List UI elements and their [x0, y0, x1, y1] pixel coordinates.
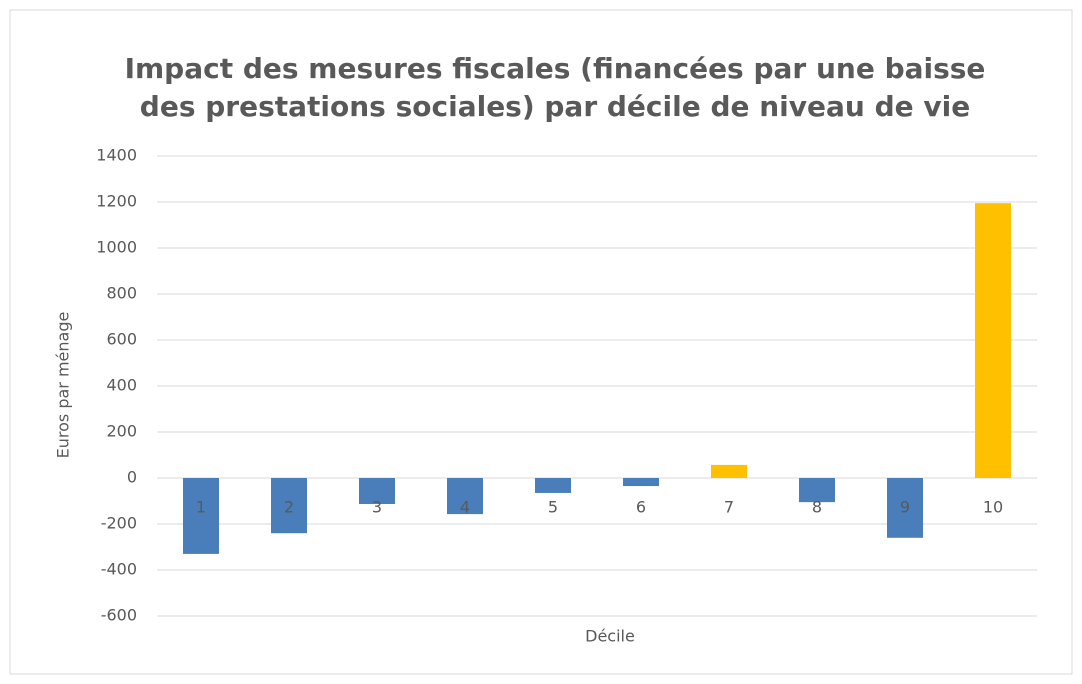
- x-tick-label: 6: [636, 498, 646, 517]
- bar: [359, 478, 395, 504]
- chart-title: des prestations sociales) par décile de …: [140, 90, 970, 123]
- bar: [447, 478, 483, 515]
- y-tick-label: 1400: [96, 146, 137, 165]
- x-tick-label: 8: [812, 498, 822, 517]
- bar: [271, 478, 307, 534]
- y-tick-label: -200: [101, 514, 137, 533]
- y-axis-label: Euros par ménage: [54, 312, 73, 459]
- bar: [975, 203, 1011, 478]
- y-tick-label: 200: [106, 422, 137, 441]
- y-tick-label: 1000: [96, 238, 137, 257]
- bar: [183, 478, 219, 554]
- bar: [799, 478, 835, 503]
- x-tick-label: 4: [460, 498, 470, 517]
- y-tick-label: 400: [106, 376, 137, 395]
- y-tick-label: -600: [101, 606, 137, 625]
- bar: [535, 478, 571, 493]
- chart-title: Impact des mesures fiscales (financées p…: [125, 52, 986, 85]
- x-tick-label: 10: [983, 498, 1003, 517]
- bar: [623, 478, 659, 487]
- y-tick-label: -400: [101, 560, 137, 579]
- x-tick-label: 1: [196, 498, 206, 517]
- x-tick-label: 3: [372, 498, 382, 517]
- x-tick-label: 9: [900, 498, 910, 517]
- y-tick-label: 0: [127, 468, 137, 487]
- x-tick-label: 7: [724, 498, 734, 517]
- x-axis-label: Décile: [585, 627, 635, 646]
- y-tick-label: 1200: [96, 192, 137, 211]
- bar: [887, 478, 923, 538]
- y-tick-label: 600: [106, 330, 137, 349]
- x-tick-label: 5: [548, 498, 558, 517]
- y-tick-label: 800: [106, 284, 137, 303]
- bar: [711, 464, 747, 478]
- chart-border: [9, 9, 1073, 675]
- x-tick-label: 2: [284, 498, 294, 517]
